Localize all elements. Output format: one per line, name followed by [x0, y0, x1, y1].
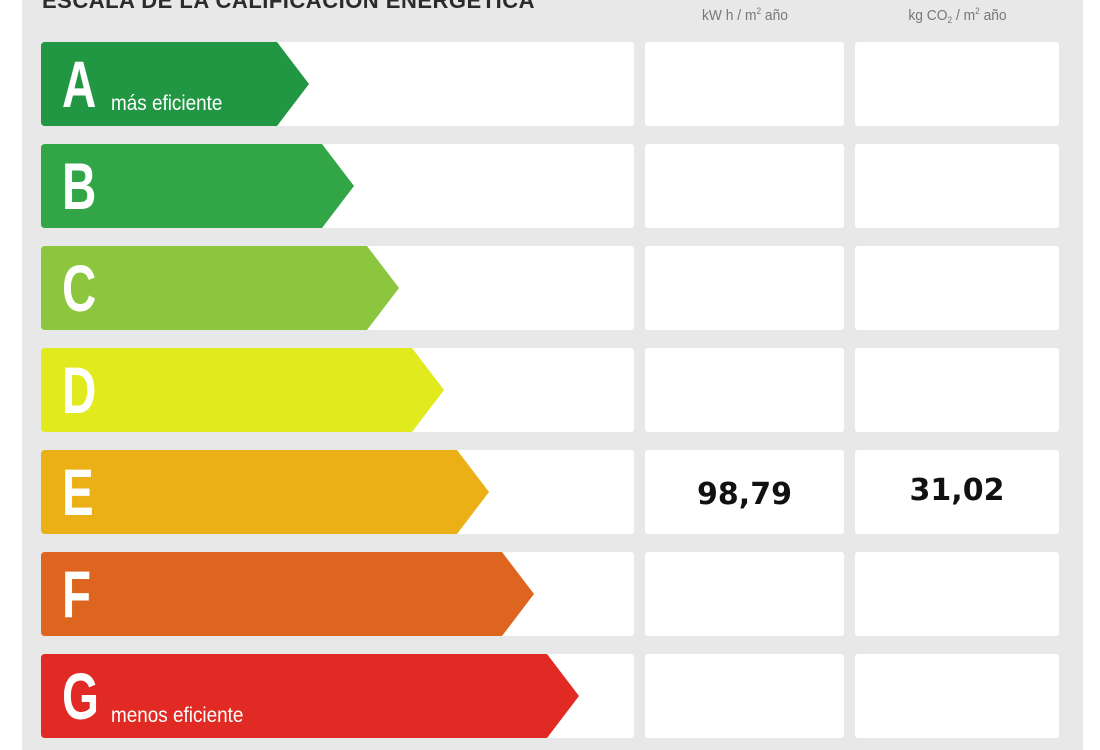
- emissions-unit-exponent: 2: [975, 6, 980, 16]
- rating-label: menos eficiente: [111, 704, 244, 727]
- rating-row-f: F: [0, 552, 1100, 636]
- rating-letter: D: [62, 353, 97, 427]
- emissions-value: 31,02: [909, 472, 1005, 508]
- rating-row-b: B: [0, 144, 1100, 228]
- consumption-cell: [645, 42, 844, 126]
- rating-arrow-a: [41, 42, 309, 126]
- consumption-cell: [645, 246, 844, 330]
- rating-arrow-d: [41, 348, 444, 432]
- rating-letter: A: [62, 47, 97, 121]
- rating-arrow-c: [41, 246, 399, 330]
- consumption-unit-text: kW h / m: [702, 7, 757, 24]
- emissions-unit-suffix: año: [979, 7, 1007, 24]
- emissions-cell: [855, 654, 1059, 738]
- emissions-unit-text: kg CO: [908, 7, 948, 24]
- rating-arrow-e: [41, 450, 489, 534]
- consumption-cell: [645, 144, 844, 228]
- rating-letter: G: [62, 659, 99, 733]
- consumption-column-header: kW h / m2 año: [653, 6, 837, 24]
- emissions-cell: [855, 42, 1059, 126]
- rating-row-c: C: [0, 246, 1100, 330]
- emissions-cell: [855, 246, 1059, 330]
- consumption-cell: [645, 552, 844, 636]
- consumption-cell: 98,79: [645, 450, 844, 534]
- consumption-value: 98,79: [697, 476, 792, 512]
- consumption-cell: [645, 348, 844, 432]
- emissions-cell: [855, 348, 1059, 432]
- rating-row-d: D: [0, 348, 1100, 432]
- consumption-cell: [645, 654, 844, 738]
- rating-letter: C: [62, 251, 97, 325]
- emissions-column-header: kg CO2 / m2 año: [863, 6, 1052, 25]
- emissions-cell: 31,02: [855, 450, 1059, 534]
- rating-label: más eficiente: [111, 92, 223, 115]
- rating-arrow-b: [41, 144, 354, 228]
- rating-letter: E: [62, 455, 94, 529]
- consumption-unit-suffix: año: [761, 7, 788, 24]
- rating-arrow-f: [41, 552, 534, 636]
- emissions-unit-middle: / m: [952, 7, 976, 24]
- rating-letter: F: [62, 557, 92, 631]
- emissions-cell: [855, 552, 1059, 636]
- emissions-cell: [855, 144, 1059, 228]
- consumption-unit-exponent: 2: [756, 6, 762, 16]
- rating-letter: B: [62, 149, 97, 223]
- rating-row-e: E 98,79 31,02: [0, 450, 1100, 534]
- rating-arrow-g: [41, 654, 579, 738]
- emissions-unit-subscript: 2: [947, 15, 953, 25]
- chart-title: ESCALA DE LA CALIFICACIÓN ENERGÉTICA: [42, 0, 536, 13]
